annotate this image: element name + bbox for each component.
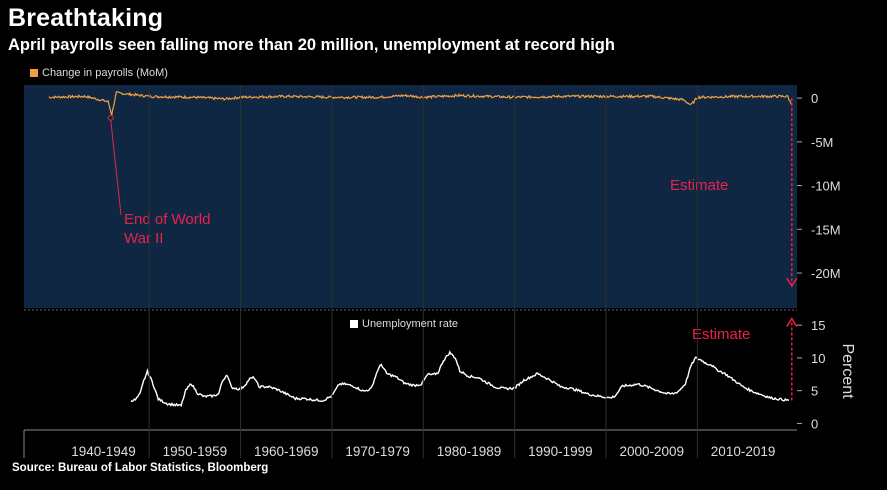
payrolls-estimate-label: Estimate: [670, 177, 728, 194]
legend-label-payrolls: Change in payrolls (MoM): [42, 67, 168, 79]
x-tick-label: 1950-1959: [163, 444, 228, 459]
x-tick-label: 1960-1969: [254, 444, 319, 459]
ww2-annotation-line: War II: [124, 230, 163, 247]
payrolls-line: [48, 91, 792, 116]
ww2-annotation-line: End of World: [124, 211, 210, 228]
legend-swatch-unemployment: [350, 320, 358, 328]
unemployment-estimate-arrowhead: [786, 317, 798, 327]
unemployment-y-tick-label: 15: [811, 318, 825, 333]
payrolls-panel: 0 -5M -10M -15M -20M End of World War II Estima…: [24, 85, 841, 311]
payrolls-estimate-arrowhead: [786, 277, 798, 288]
unemployment-y-axis-label: Percent: [839, 343, 856, 399]
legend-unemployment: Unemployment rate: [350, 318, 458, 330]
x-tick-label: 1980-1989: [437, 444, 502, 459]
payrolls-y-tick-label: -10M: [811, 179, 841, 194]
unemployment-line: [130, 350, 790, 408]
unemployment-panel: 0 5 10 15 Percent Estimate: [130, 317, 856, 431]
legend-payrolls: Change in payrolls (MoM): [30, 67, 168, 79]
ww2-leader-line: [110, 120, 122, 216]
unemployment-estimate-label: Estimate: [692, 326, 750, 343]
x-tick-label: 1970-1979: [345, 444, 410, 459]
chart-subtitle: April payrolls seen falling more than 20…: [8, 36, 615, 54]
legend-swatch-payrolls: [30, 69, 38, 77]
ww2-annotation: End of World War II: [124, 211, 210, 247]
payrolls-y-tick-label: 0: [811, 91, 818, 106]
unemployment-y-tick-label: 5: [811, 384, 818, 399]
x-tick-label: 1940-1949: [71, 444, 136, 459]
x-tick-label: 2010-2019: [711, 444, 776, 459]
ww2-marker: [107, 114, 114, 121]
legend-label-unemployment: Unemployment rate: [362, 318, 458, 330]
x-tick-label: 2000-2009: [619, 444, 684, 459]
source-note: Source: Bureau of Labor Statistics, Bloo…: [12, 462, 269, 474]
payrolls-y-tick-label: -15M: [811, 222, 841, 237]
payrolls-panel-background: [24, 85, 797, 308]
payrolls-y-tick-label: -5M: [811, 135, 833, 150]
unemployment-y-tick-label: 10: [811, 351, 825, 366]
unemployment-y-tick-label: 0: [811, 416, 818, 431]
x-tick-label: 1990-1999: [528, 444, 593, 459]
x-axis: 1940-1949 1950-1959 1960-1969 1970-1979 1980…: [23, 85, 797, 459]
payrolls-y-tick-label: -20M: [811, 266, 841, 281]
chart-title: Breathtaking: [8, 4, 164, 32]
